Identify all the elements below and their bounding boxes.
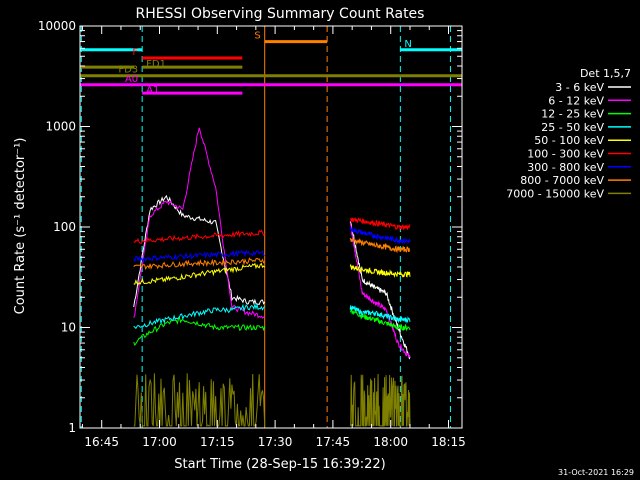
flag-label: FD3 [118,65,138,76]
x-tick-label: 17:30 [258,435,293,449]
y-tick-label: 10 [61,321,76,335]
legend-label: 25 - 50 keV [541,121,604,134]
legend-title: Det 1,5,7 [580,67,631,80]
series-line [349,305,411,324]
x-tick-label: 17:00 [142,435,177,449]
legend-label: 50 - 100 keV [534,134,604,147]
series-line [350,217,411,231]
legend-label: 7000 - 15000 keV [506,187,604,200]
series-line [349,237,411,254]
legend-label: 800 - 7000 keV [520,174,604,187]
chart-title: RHESSI Observing Summary Count Rates [136,6,425,22]
axes: 1 10 100 1000 10000 16:45 17:00 17:15 17:30 17:45… [38,19,466,449]
x-tick-label: 17:15 [200,435,235,449]
series-line [133,127,266,319]
y-tick-label: 1000 [45,120,76,134]
flag-label: S [254,31,260,42]
flag-label: A0 [125,74,138,85]
series-line [133,229,265,244]
x-tick-label: 16:45 [84,435,119,449]
series-line [133,257,266,271]
series-lines [133,127,411,427]
series-line [133,249,265,263]
legend-label: 100 - 300 keV [527,148,604,161]
series-line [349,307,411,332]
x-tick-label: 18:15 [431,435,466,449]
series-line [349,263,411,279]
legend-label: 3 - 6 keV [555,81,604,94]
flag-label: F [132,47,138,58]
y-axis-label: Count Rate (s⁻¹ detector⁻¹) [13,138,28,315]
series-line [133,373,266,427]
y-tick-label: 1 [68,421,76,435]
flag-label: FD1 [146,59,166,70]
x-tick-label: 17:45 [316,435,351,449]
footer-date: 31-Oct-2021 16:29 [558,468,634,477]
series-line [349,373,411,427]
flag-label: A1 [146,85,159,96]
series-line [133,194,266,308]
y-tick-label: 100 [53,220,76,234]
series-line [349,221,411,360]
x-axis-label: Start Time (28-Sep-15 16:39:22) [174,457,385,472]
legend-label: 300 - 800 keV [527,161,604,174]
y-tick-label: 10000 [38,19,76,33]
flag-label: N [404,39,411,50]
series-line [133,262,266,286]
x-tick-label: 18:00 [373,435,408,449]
legend-label: 12 - 25 keV [541,108,604,121]
series-line [133,316,266,347]
series-line [133,302,266,330]
series-line [349,226,411,245]
series-line [349,222,411,358]
legend-label: 6 - 12 keV [548,94,604,107]
